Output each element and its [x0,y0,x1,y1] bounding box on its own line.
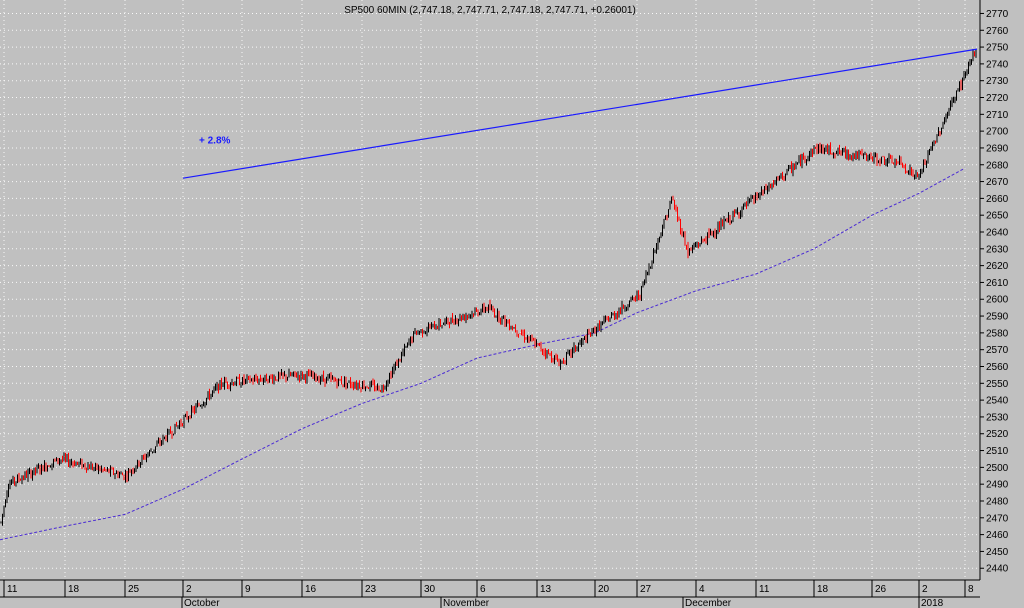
month-label: October [184,598,220,608]
y-tick-label: 2560 [986,362,1009,373]
y-tick-label: 2480 [986,496,1009,507]
y-tick-label: 2470 [986,513,1009,524]
x-tick-label: 2 [922,584,928,595]
x-tick-label: 6 [480,584,486,595]
month-label: November [443,598,490,608]
y-tick-label: 2510 [986,446,1009,457]
y-tick-label: 2610 [986,278,1009,289]
x-tick-label: 11 [7,584,18,595]
y-tick-label: 2660 [986,194,1009,205]
y-tick-label: 2700 [986,127,1009,138]
x-tick-label: 2 [186,584,192,595]
y-tick-label: 2550 [986,379,1009,390]
y-tick-label: 2670 [986,177,1009,188]
y-tick-label: 2640 [986,228,1009,239]
y-tick-label: 2680 [986,160,1009,171]
x-tick-label: 13 [540,584,552,595]
grid [0,0,980,580]
trendline [182,48,978,179]
y-tick-label: 2520 [986,429,1009,440]
x-tick-label: 23 [365,584,377,595]
month-label: 2018 [921,598,944,608]
x-axis-ticks: 11 18 25 2 9 16 23 30 6 13 20 27 4 11 18 26 2 8 October Nov… [3,580,974,608]
month-label: December [685,598,732,608]
moving-average-series [0,167,966,541]
y-tick-label: 2580 [986,328,1009,339]
y-tick-label: 2530 [986,412,1009,423]
price-series [0,49,977,526]
moving-average-line [0,167,966,541]
y-tick-label: 2540 [986,396,1009,407]
y-tick-label: 2440 [986,564,1009,575]
y-tick-label: 2500 [986,463,1009,474]
y-tick-label: 2450 [986,547,1009,558]
x-tick-label: 18 [68,584,80,595]
y-tick-label: 2720 [986,93,1009,104]
y-axis-ticks: 2440 2450 2460 2470 2480 2490 2500 2510 2520 2530… [980,9,1009,575]
x-tick-label: 26 [875,584,887,595]
x-tick-label: 9 [245,584,251,595]
chart-title: SP500 60MIN (2,747.18, 2,747.71, 2,747.1… [344,5,636,16]
y-tick-label: 2710 [986,110,1009,121]
axes [0,0,981,598]
annotation-label: + 2.8% [199,136,231,147]
y-tick-label: 2690 [986,143,1009,154]
y-tick-label: 2460 [986,530,1009,541]
y-tick-label: 2590 [986,312,1009,323]
x-tick-label: 30 [424,584,436,595]
x-tick-label: 18 [817,584,829,595]
y-tick-label: 2730 [986,76,1009,87]
x-tick-label: 16 [305,584,317,595]
annotations: + 2.8% [182,48,978,179]
x-tick-label: 8 [968,584,974,595]
x-tick-label: 11 [759,584,770,595]
y-tick-label: 2740 [986,59,1009,70]
x-tick-label: 27 [640,584,652,595]
y-tick-label: 2490 [986,480,1009,491]
y-tick-label: 2650 [986,211,1009,222]
x-tick-label: 25 [128,584,140,595]
y-tick-label: 2770 [986,9,1009,20]
y-tick-label: 2760 [986,26,1009,37]
y-tick-label: 2620 [986,261,1009,272]
y-tick-label: 2600 [986,295,1009,306]
x-tick-label: 20 [598,584,610,595]
y-tick-label: 2630 [986,244,1009,255]
y-tick-label: 2570 [986,345,1009,356]
y-tick-label: 2750 [986,43,1009,54]
x-tick-label: 4 [699,584,705,595]
